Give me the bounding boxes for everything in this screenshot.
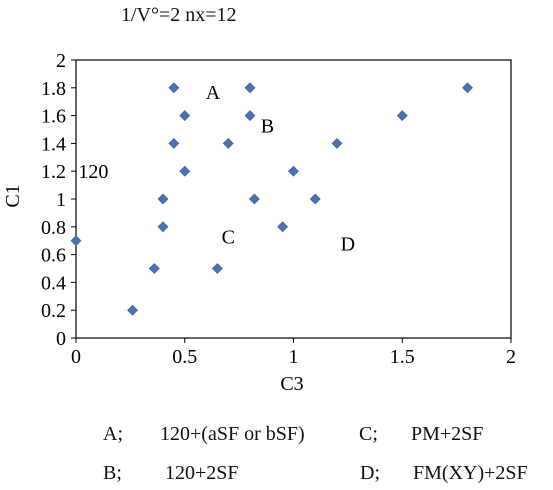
y-tick-label: 1.6 <box>41 106 66 128</box>
axes <box>75 59 512 339</box>
data-point <box>168 137 180 149</box>
legend-item-b: B; <box>103 462 122 485</box>
legend-key-b: B; <box>103 462 122 484</box>
data-point <box>157 193 169 205</box>
x-tick-label: 1 <box>289 346 299 368</box>
data-point <box>179 165 191 177</box>
legend-item-d: D; <box>360 462 380 485</box>
legend-key-c: C; <box>359 423 378 445</box>
legend-item-a: A; <box>103 423 123 446</box>
y-axis-label: C1 <box>2 184 24 207</box>
x-tick-label: 0 <box>71 346 81 368</box>
data-point <box>309 193 321 205</box>
x-tick-label: 0.5 <box>172 346 197 368</box>
data-point <box>244 110 256 122</box>
legend-label-a: 120+(aSF or bSF) <box>160 423 305 445</box>
x-tick-label: 1.5 <box>390 346 415 368</box>
data-point <box>222 137 234 149</box>
x-tick-label: 2 <box>506 346 516 368</box>
data-point <box>70 235 82 247</box>
data-point <box>462 82 473 94</box>
data-point <box>148 263 160 274</box>
legend-label-b: 120+2SF <box>165 462 239 484</box>
data-points <box>70 82 473 316</box>
legend-label-d: FM(XY)+2SF <box>413 462 528 484</box>
y-tick-label: 1.8 <box>41 78 66 100</box>
data-point <box>288 165 299 177</box>
data-point <box>157 221 169 233</box>
data-point <box>277 221 289 233</box>
y-tick-label: 0.6 <box>41 245 66 267</box>
data-point <box>248 193 260 205</box>
scatter-plot: 0 0.5 1 1.5 2 0 0.2 0.4 0.6 0.8 1 1.2 1.4 1.6 1.8 2 A B 1… <box>2 50 516 395</box>
legend-key-a: A; <box>103 423 123 445</box>
data-point <box>127 304 138 316</box>
data-point <box>168 82 180 94</box>
y-tick-label: 0.2 <box>41 300 66 322</box>
y-tick-label: 0.4 <box>41 272 66 294</box>
data-point <box>331 137 343 149</box>
legend-key-d: D; <box>360 462 380 484</box>
data-point <box>244 82 256 94</box>
annotations: A B 120 C D <box>78 82 355 256</box>
annotation-120: 120 <box>78 161 108 183</box>
chart-title: 1/V°=2 nx=12 <box>121 4 237 26</box>
x-axis-label: C3 <box>280 373 303 395</box>
annotation-b: B <box>261 115 274 137</box>
data-point <box>179 110 191 122</box>
legend-item-c: C; <box>359 423 378 446</box>
y-tick-label: 1.2 <box>41 161 66 183</box>
y-tick-label: 0.8 <box>41 217 66 239</box>
plot-frame <box>75 59 512 339</box>
tick-labels: 0 0.5 1 1.5 2 0 0.2 0.4 0.6 0.8 1 1.2 1.4 1.6 1.8 2 <box>41 50 516 368</box>
data-point <box>396 110 408 122</box>
legend-label-c: PM+2SF <box>411 423 484 445</box>
data-point <box>211 263 223 274</box>
annotation-a: A <box>206 82 221 104</box>
y-tick-label: 0 <box>56 328 66 350</box>
y-tick-label: 1.4 <box>41 133 66 155</box>
y-tick-label: 1 <box>56 189 66 211</box>
annotation-c: C <box>222 227 235 249</box>
annotation-d: D <box>341 233 355 255</box>
y-tick-label: 2 <box>56 50 66 72</box>
